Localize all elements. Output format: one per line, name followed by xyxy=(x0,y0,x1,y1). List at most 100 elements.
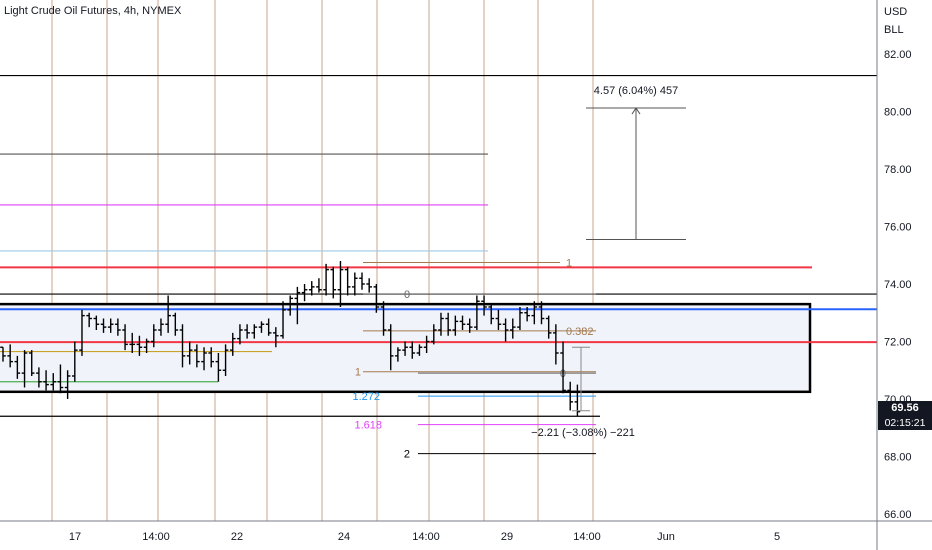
ohlc-bar xyxy=(509,318,516,339)
ohlc-bar xyxy=(244,324,250,339)
measure-tools: 4.57 (6.04%) 457 −2.21 (−3.08%) −221 xyxy=(531,85,686,439)
ohlc-bar xyxy=(337,261,344,307)
ohlc-bar xyxy=(373,284,380,313)
ohlc-bar xyxy=(280,301,286,339)
ohlc-bar xyxy=(517,307,523,330)
ohlc-bar xyxy=(43,370,49,391)
ohlc-bar xyxy=(258,321,265,333)
ohlc-bar xyxy=(495,309,502,330)
ohlc-bar xyxy=(14,355,21,379)
time-tick-label: 24 xyxy=(338,531,350,543)
measure-down: −2.21 (−3.08%) −221 xyxy=(531,346,635,439)
ohlc-bar xyxy=(186,341,193,365)
ohlc-bar xyxy=(323,263,329,296)
ohlc-bar xyxy=(129,332,136,353)
ohlc-bar xyxy=(502,318,509,342)
ohlc-bar xyxy=(208,347,215,368)
price-tick-label: 76.00 xyxy=(884,222,912,234)
ohlc-bar xyxy=(100,318,107,333)
ohlc-bar xyxy=(308,281,315,296)
currency-label: USD xyxy=(884,6,907,18)
ohlc-bar xyxy=(344,266,351,296)
ohlc-bar xyxy=(538,301,545,325)
bar-countdown: 02:15:21 xyxy=(878,416,932,430)
ohlc-bar xyxy=(438,312,444,336)
ohlc-bar xyxy=(115,318,121,336)
price-tick-label: 72.00 xyxy=(884,337,912,349)
ohlc-bar xyxy=(567,381,574,411)
time-tick-label: 22 xyxy=(231,531,243,543)
ohlc-bar xyxy=(524,307,530,322)
fib-level-label: 1 xyxy=(566,257,572,269)
ohlc-bar xyxy=(7,344,13,368)
ohlc-bar xyxy=(316,278,322,293)
ohlc-bar xyxy=(287,295,293,316)
ohlc-bar xyxy=(201,347,207,371)
ohlc-bar xyxy=(560,341,566,394)
ohlc-bar xyxy=(222,344,229,376)
fib-level-label: 2 xyxy=(404,449,410,461)
ohlc-bar xyxy=(158,318,164,336)
ohlc-bar xyxy=(215,353,222,382)
time-tick-label: 5 xyxy=(774,531,780,543)
ohlc-bar xyxy=(380,301,387,336)
ohlc-bar xyxy=(395,347,401,362)
horizontal-levels xyxy=(0,74,877,417)
fib-level-label: 0 xyxy=(404,289,410,301)
ohlc-bar xyxy=(143,338,150,353)
ohlc-bar xyxy=(265,318,272,336)
ohlc-bar xyxy=(136,335,143,356)
fib-level-label: 1 xyxy=(355,367,361,379)
ohlc-bar xyxy=(352,272,358,296)
ohlc-bar xyxy=(57,364,64,394)
ohlc-bar xyxy=(150,324,157,348)
ohlc-bar xyxy=(251,324,258,339)
ohlc-bar xyxy=(402,341,408,356)
price-tick-label: 66.00 xyxy=(884,509,912,521)
time-tick-label: 14:00 xyxy=(142,531,170,543)
time-tick-label: 29 xyxy=(501,531,513,543)
ohlc-bar xyxy=(64,370,71,399)
ohlc-bar xyxy=(359,272,365,290)
measure-label: −2.21 (−3.08%) −221 xyxy=(531,427,635,439)
fib-level-label: 1.272 xyxy=(352,391,380,403)
ohlc-bar xyxy=(86,312,92,328)
ohlc-bar xyxy=(330,266,337,299)
ohlc-bar xyxy=(107,318,114,333)
ohlc-bar xyxy=(21,350,28,388)
ohlc-bar xyxy=(50,373,57,391)
unit-label: BLL xyxy=(884,24,904,36)
time-tick-label: 17 xyxy=(69,531,81,543)
time-tick-label: Jun xyxy=(657,531,675,543)
ohlc-bar xyxy=(93,315,100,330)
ohlc-bar xyxy=(459,315,466,330)
price-tick-label: 74.00 xyxy=(884,279,912,291)
ohlc-bar xyxy=(466,318,473,333)
ohlc-bar xyxy=(122,324,128,351)
time-tick-label: 14:00 xyxy=(573,531,601,543)
ohlc-bar xyxy=(431,324,437,345)
ohlc-bar xyxy=(553,324,559,365)
symbol-title[interactable]: Light Crude Oil Futures, 4h, NYMEX xyxy=(4,5,182,17)
ohlc-bar xyxy=(488,304,495,325)
ohlc-bar xyxy=(237,324,243,345)
ohlc-bar xyxy=(0,346,6,362)
last-price-badge: 69.56 xyxy=(878,401,932,416)
price-tick-label: 68.00 xyxy=(884,452,912,464)
ohlc-bar xyxy=(194,344,200,368)
price-tick-label: 82.00 xyxy=(884,49,912,61)
ohlc-bar xyxy=(28,350,35,376)
ohlc-bar xyxy=(416,344,423,356)
ohlc-bar xyxy=(165,295,171,333)
fib-level-label: 0.382 xyxy=(566,326,594,338)
ohlc-bar xyxy=(294,286,301,325)
ohlc-bar xyxy=(229,332,236,356)
price-tick-label: 80.00 xyxy=(884,107,912,119)
ohlc-bar xyxy=(179,324,186,368)
ohlc-bar xyxy=(409,341,416,359)
ohlc-bar xyxy=(301,284,308,302)
ohlc-bar xyxy=(72,341,78,382)
